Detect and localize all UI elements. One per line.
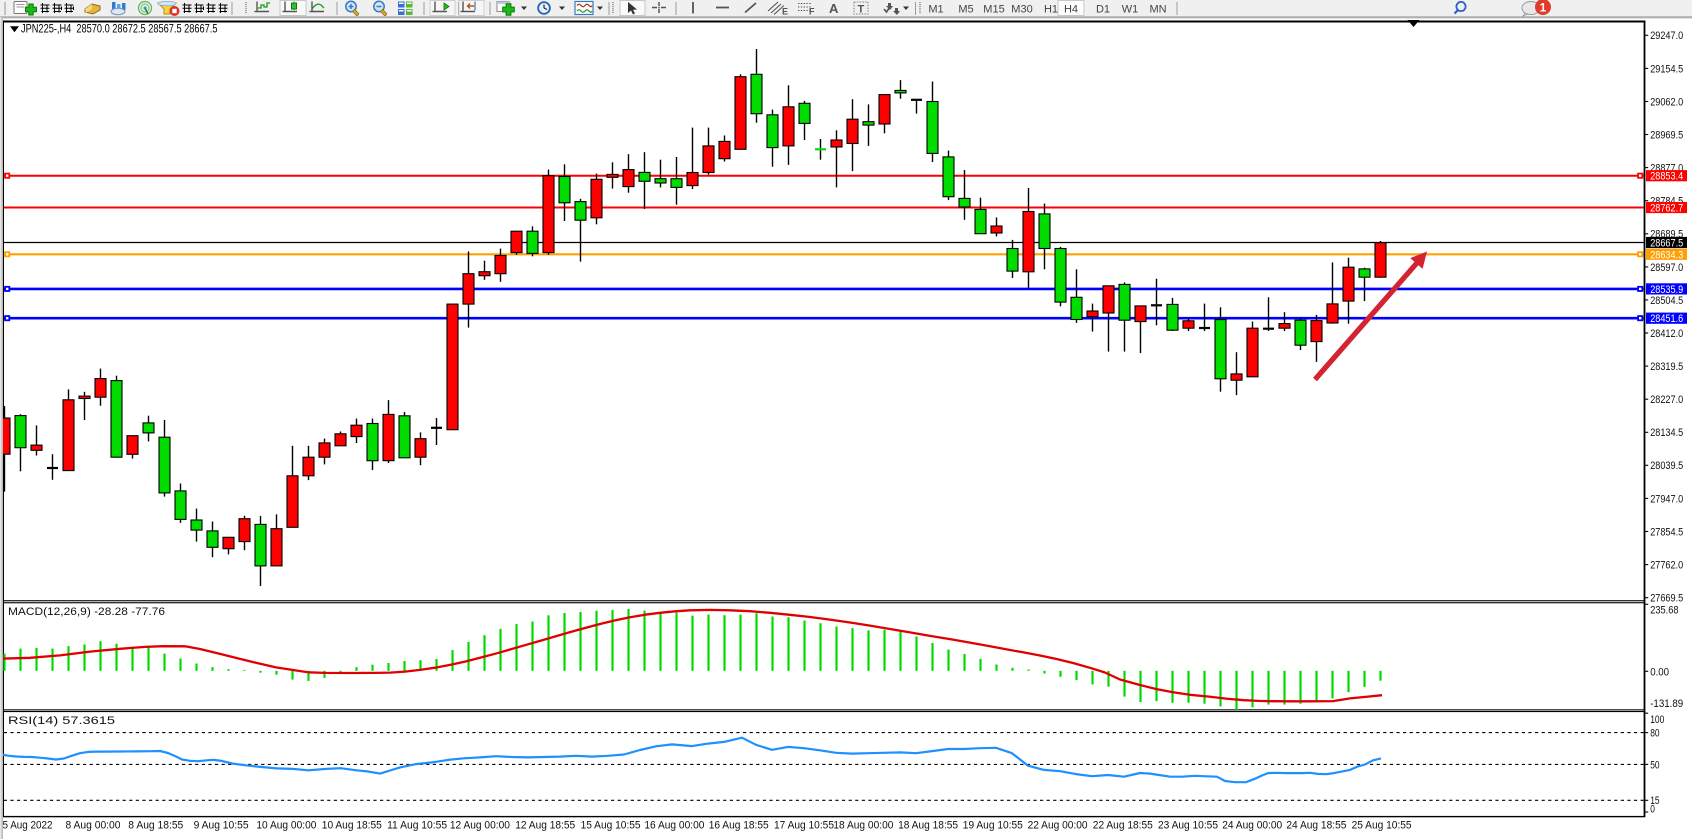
- svg-text:10 Aug 18:55: 10 Aug 18:55: [322, 820, 382, 832]
- svg-text:12 Aug 00:00: 12 Aug 00:00: [450, 820, 510, 832]
- svg-text:JPN225-,H4 28570.0 28672.5 28: JPN225-,H4 28570.0 28672.5 28567.5 28667…: [21, 22, 218, 36]
- svg-text:15 Aug 10:55: 15 Aug 10:55: [581, 820, 641, 832]
- svg-text:24 Aug 00:00: 24 Aug 00:00: [1222, 820, 1282, 832]
- svg-text:5 Aug 2022: 5 Aug 2022: [3, 820, 53, 832]
- svg-text:M30: M30: [1011, 4, 1032, 16]
- svg-text:22 Aug 00:00: 22 Aug 00:00: [1028, 820, 1088, 832]
- svg-text:A: A: [829, 1, 839, 16]
- svg-text:18 Aug 18:55: 18 Aug 18:55: [898, 820, 958, 832]
- svg-text:25 Aug 10:55: 25 Aug 10:55: [1352, 820, 1412, 832]
- svg-text:29247.0: 29247.0: [1650, 30, 1683, 42]
- svg-text:12 Aug 18:55: 12 Aug 18:55: [515, 820, 575, 832]
- svg-text:E: E: [782, 7, 788, 17]
- svg-text:19 Aug 10:55: 19 Aug 10:55: [963, 820, 1023, 832]
- svg-text:50: 50: [1650, 759, 1659, 771]
- svg-text:H4: H4: [1064, 4, 1078, 16]
- svg-text:M15: M15: [983, 4, 1004, 16]
- svg-text:F: F: [809, 7, 815, 17]
- svg-text:8 Aug 00:00: 8 Aug 00:00: [66, 820, 121, 832]
- svg-text:27947.0: 27947.0: [1650, 493, 1683, 505]
- svg-text:T: T: [858, 4, 865, 16]
- svg-text:22 Aug 18:55: 22 Aug 18:55: [1093, 820, 1153, 832]
- svg-text:28597.0: 28597.0: [1650, 262, 1683, 274]
- svg-text:1: 1: [1540, 1, 1547, 15]
- svg-text:18 Aug 00:00: 18 Aug 00:00: [833, 820, 893, 832]
- svg-text:16 Aug 18:55: 16 Aug 18:55: [709, 820, 769, 832]
- svg-text:10 Aug 00:00: 10 Aug 00:00: [256, 820, 316, 832]
- svg-text:29154.5: 29154.5: [1650, 63, 1683, 75]
- svg-text:RSI(14) 57.3615: RSI(14) 57.3615: [8, 715, 115, 727]
- svg-text:0.00: 0.00: [1650, 667, 1669, 679]
- svg-text:28504.5: 28504.5: [1650, 295, 1683, 307]
- svg-text:235.68: 235.68: [1650, 604, 1678, 616]
- svg-text:16 Aug 00:00: 16 Aug 00:00: [644, 820, 704, 832]
- svg-text:28762.7: 28762.7: [1650, 203, 1683, 215]
- svg-text:MACD(12,26,9) -28.28 -77.76: MACD(12,26,9) -28.28 -77.76: [8, 606, 165, 618]
- svg-text:80: 80: [1650, 728, 1659, 740]
- svg-text:W1: W1: [1122, 4, 1139, 16]
- svg-text:15: 15: [1650, 795, 1659, 807]
- svg-text:28039.5: 28039.5: [1650, 460, 1683, 472]
- svg-text:28412.0: 28412.0: [1650, 328, 1683, 340]
- svg-text:-131.89: -131.89: [1650, 698, 1683, 710]
- svg-text:28451.6: 28451.6: [1650, 313, 1683, 325]
- svg-text:27762.0: 27762.0: [1650, 560, 1683, 572]
- svg-text:8 Aug 18:55: 8 Aug 18:55: [128, 820, 183, 832]
- svg-text:28227.0: 28227.0: [1650, 394, 1683, 406]
- svg-text:29062.0: 29062.0: [1650, 96, 1683, 108]
- svg-text:H1: H1: [1044, 4, 1058, 16]
- svg-text:M1: M1: [928, 4, 943, 16]
- svg-text:24 Aug 18:55: 24 Aug 18:55: [1286, 820, 1346, 832]
- svg-text:28853.4: 28853.4: [1650, 171, 1683, 183]
- svg-text:27854.5: 27854.5: [1650, 526, 1683, 538]
- svg-text:28667.5: 28667.5: [1650, 238, 1683, 250]
- svg-text:0: 0: [1650, 804, 1655, 816]
- svg-text:23 Aug 10:55: 23 Aug 10:55: [1158, 820, 1218, 832]
- svg-text:MN: MN: [1149, 4, 1166, 16]
- svg-text:M5: M5: [958, 4, 973, 16]
- svg-text:28535.9: 28535.9: [1650, 284, 1683, 296]
- svg-text:100: 100: [1650, 714, 1664, 726]
- svg-text:28969.5: 28969.5: [1650, 129, 1683, 141]
- svg-text:11 Aug 10:55: 11 Aug 10:55: [387, 820, 447, 832]
- svg-text:17 Aug 10:55: 17 Aug 10:55: [774, 820, 834, 832]
- svg-text:28134.5: 28134.5: [1650, 427, 1683, 439]
- svg-text:27669.5: 27669.5: [1650, 593, 1683, 605]
- svg-text:28634.3: 28634.3: [1650, 249, 1683, 261]
- svg-text:9 Aug 10:55: 9 Aug 10:55: [194, 820, 249, 832]
- svg-text:D1: D1: [1096, 4, 1110, 16]
- svg-text:28319.5: 28319.5: [1650, 361, 1683, 373]
